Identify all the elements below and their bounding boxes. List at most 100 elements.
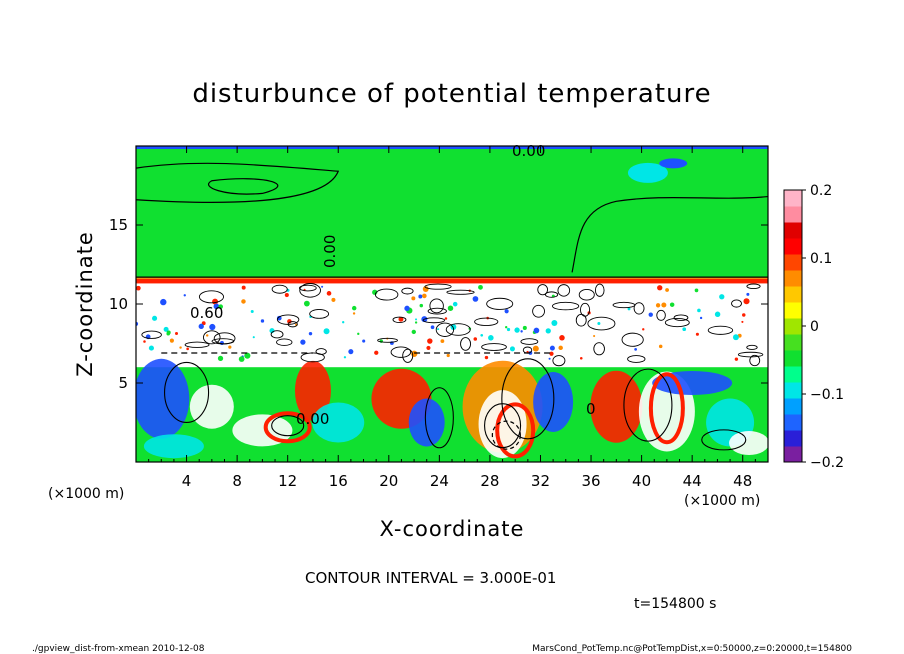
- contour-line: [435, 322, 455, 337]
- contour-line: [136, 162, 340, 203]
- mix-speckle: [488, 335, 494, 341]
- contour-line: [271, 284, 288, 294]
- contour-interval: CONTOUR INTERVAL = 3.000E-01: [305, 569, 556, 587]
- colorbar-swatch: [784, 286, 802, 303]
- x-tick-label: 12: [278, 472, 297, 490]
- mix-speckle: [163, 326, 169, 332]
- contour-line: [211, 338, 235, 345]
- mix-speckle: [321, 285, 324, 288]
- contour-line: [575, 313, 587, 327]
- mix-speckle: [241, 299, 246, 304]
- mix-speckle: [579, 356, 583, 360]
- colorbar-swatch: [784, 254, 802, 271]
- mix-speckle: [746, 292, 750, 296]
- mix-speckle: [418, 294, 423, 299]
- eddy-ring: [648, 372, 685, 445]
- x-tick-label: 8: [232, 472, 242, 490]
- contour-line: [141, 330, 162, 339]
- contour-line: [737, 351, 764, 358]
- mix-speckle: [741, 320, 744, 323]
- x-tick-label: 4: [182, 472, 192, 490]
- contour-line: [552, 301, 580, 311]
- mix-speckle: [447, 305, 454, 311]
- x-tick-label: 40: [632, 472, 651, 490]
- colorbar-swatch: [784, 270, 802, 287]
- mix-speckle: [414, 321, 418, 324]
- contour-line: [422, 317, 446, 324]
- mix-speckle: [228, 345, 232, 349]
- y-axis: 5 10 15: [109, 216, 768, 392]
- mix-speckle: [695, 332, 699, 336]
- contour-line: [578, 289, 595, 301]
- mix-speckle: [166, 331, 170, 336]
- contour-line: [276, 338, 293, 346]
- mix-speckle: [545, 328, 551, 334]
- mix-speckle: [419, 303, 424, 308]
- mix-speckle: [661, 302, 667, 308]
- mix-speckle: [627, 307, 631, 311]
- eddy-ring: [263, 411, 312, 444]
- x-tick-label: 16: [329, 472, 348, 490]
- contour-label: 0.60: [190, 304, 223, 322]
- contour-line: [532, 304, 545, 318]
- mix-speckle: [422, 293, 427, 299]
- mix-speckle: [548, 357, 551, 360]
- contour-line: [621, 332, 644, 347]
- contour-line: [537, 284, 549, 296]
- y-tick-label: 15: [109, 216, 128, 234]
- mix-speckle: [422, 286, 429, 292]
- contour-line: [627, 355, 646, 363]
- contour-line: [749, 354, 761, 367]
- mix-speckle: [734, 357, 739, 361]
- mix-speckle: [348, 349, 354, 355]
- mix-speckle: [362, 339, 366, 343]
- mix-speckle: [648, 312, 653, 317]
- mix-speckle: [411, 329, 416, 335]
- mix-speckle: [415, 318, 418, 321]
- contour-line: [208, 178, 279, 195]
- mix-speckle: [209, 323, 216, 331]
- mix-speckle: [284, 293, 289, 298]
- contour-line: [520, 338, 539, 345]
- contour-line: [164, 361, 210, 424]
- contour-line: [298, 284, 317, 292]
- mix-speckle: [446, 353, 450, 358]
- mix-speckle: [303, 300, 310, 307]
- mix-speckle: [426, 345, 431, 350]
- mix-speckle: [533, 327, 540, 334]
- mix-speckle: [719, 294, 725, 300]
- eddy-blob: [136, 358, 190, 439]
- mix-speckle: [427, 338, 433, 344]
- mix-speckle: [549, 345, 555, 351]
- colorbar-tick-label: −0.2: [810, 455, 844, 471]
- contour-line: [544, 291, 559, 298]
- mix-speckle: [169, 338, 174, 343]
- mix-speckle: [160, 298, 167, 306]
- contour-label: 0: [586, 400, 596, 418]
- mix-speckle: [509, 346, 515, 352]
- contour-line: [623, 368, 673, 442]
- contour-line: [612, 301, 636, 309]
- mix-speckle: [343, 356, 347, 359]
- mix-speckle: [514, 327, 520, 333]
- colorbar-swatch: [784, 398, 802, 415]
- x-axis-label: X-coordinate: [380, 517, 525, 541]
- mix-speckle: [323, 328, 330, 335]
- colorbar-swatch: [784, 334, 802, 351]
- contour-line: [276, 314, 300, 325]
- colorbar-swatch: [784, 382, 802, 399]
- mix-speckle: [404, 305, 410, 312]
- mix-speckle: [682, 327, 687, 332]
- contour-lines: [136, 162, 768, 451]
- mix-speckle: [549, 351, 554, 356]
- mix-speckle: [198, 323, 204, 330]
- contour-line: [392, 316, 407, 323]
- eddy-blob: [143, 434, 204, 459]
- eddy-blob: [312, 402, 365, 443]
- x-tick-label: 20: [379, 472, 398, 490]
- mix-speckle: [374, 350, 379, 355]
- contour-line: [429, 298, 444, 314]
- contour-line: [557, 284, 571, 297]
- mix-speckle: [732, 334, 739, 341]
- mix-speckle: [352, 312, 356, 315]
